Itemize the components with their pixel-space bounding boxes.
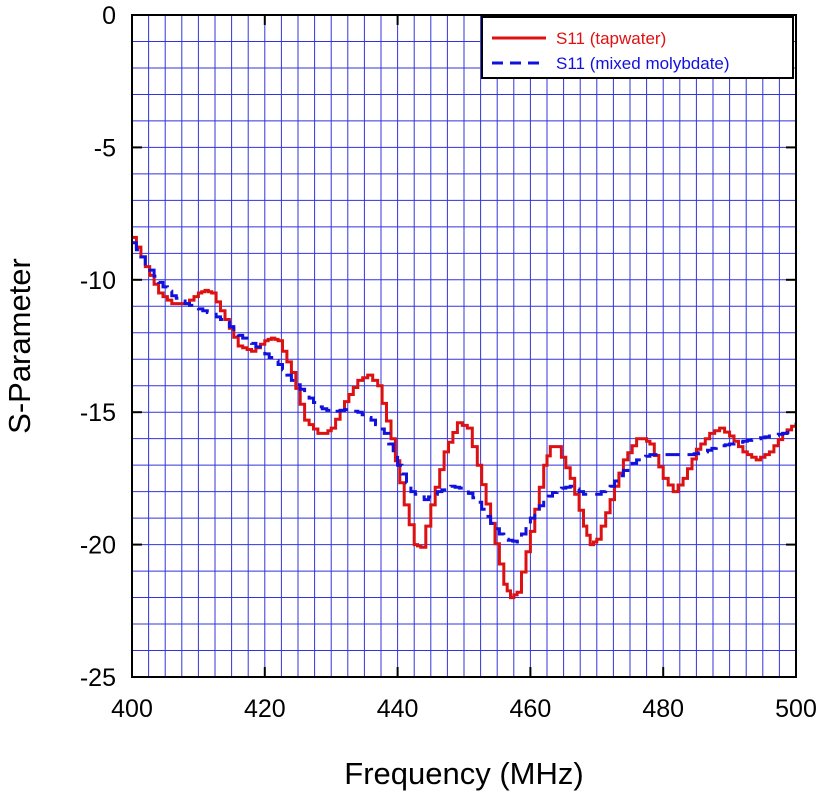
y-tick-label: -20 [80,532,116,560]
legend-label-tapwater: S11 (tapwater) [556,29,666,48]
legend-label-mixed-molybdate: S11 (mixed molybdate) [556,54,730,73]
y-tick-labels: 0 -5 -10 -15 -20 -25 [80,2,116,692]
y-tick-label: 0 [102,2,116,30]
x-tick-label: 480 [642,695,684,723]
x-tick-label: 500 [775,695,817,723]
legend-box [481,16,794,79]
series-layer [132,235,796,600]
x-tick-label: 400 [111,695,153,723]
y-axis-title: S-Parameter [2,258,37,434]
x-tick-label: 460 [510,695,552,723]
y-tick-label: -10 [80,267,116,295]
y-tick-label: -15 [80,399,116,427]
y-tick-label: -25 [80,664,116,692]
series-line-tapwater [132,235,796,600]
plot-frame [131,14,797,678]
grid [132,15,796,677]
x-tick-label: 440 [377,695,419,723]
x-tick-labels: 400 420 440 460 480 500 [111,695,817,723]
x-tick-label: 420 [244,695,286,723]
x-axis-title: Frequency (MHz) [344,756,583,791]
legend: S11 (tapwater) S11 (mixed molybdate) [481,16,794,79]
y-tick-label: -5 [94,134,116,162]
series-line-mixed-molybdate [132,241,796,544]
